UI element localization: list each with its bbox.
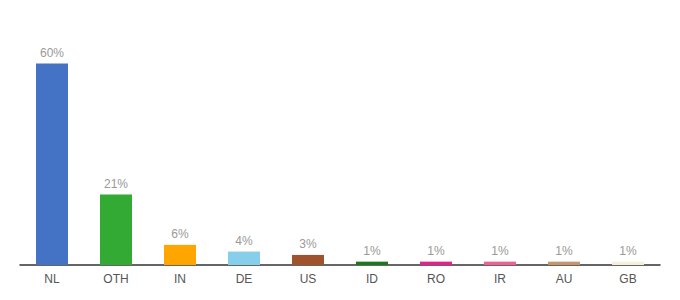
svg-text:NL: NL: [44, 272, 60, 286]
svg-text:RO: RO: [427, 272, 445, 286]
svg-text:AU: AU: [556, 272, 573, 286]
svg-text:US: US: [300, 272, 317, 286]
svg-text:1%: 1%: [491, 244, 509, 258]
svg-text:IN: IN: [174, 272, 186, 286]
svg-text:60%: 60%: [40, 46, 64, 60]
svg-text:1%: 1%: [363, 244, 381, 258]
svg-text:1%: 1%: [555, 244, 573, 258]
svg-text:ID: ID: [366, 272, 378, 286]
svg-text:IR: IR: [494, 272, 506, 286]
svg-text:6%: 6%: [171, 227, 189, 241]
svg-text:OTH: OTH: [103, 272, 128, 286]
svg-text:DE: DE: [236, 272, 253, 286]
svg-text:4%: 4%: [235, 234, 253, 248]
svg-text:3%: 3%: [299, 237, 317, 251]
svg-text:1%: 1%: [427, 244, 445, 258]
svg-text:GB: GB: [619, 272, 636, 286]
svg-text:1%: 1%: [619, 244, 637, 258]
svg-text:21%: 21%: [104, 177, 128, 191]
